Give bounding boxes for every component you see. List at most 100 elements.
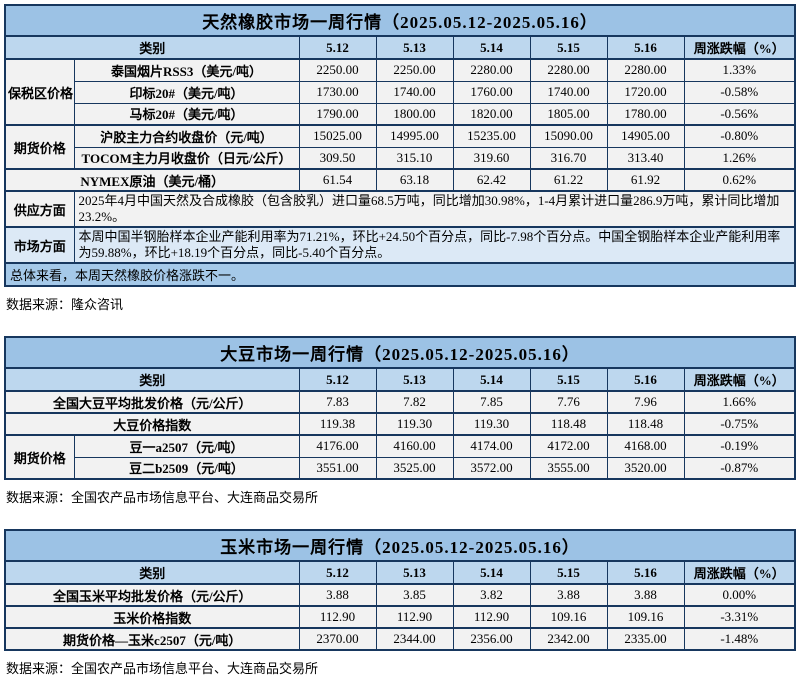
change-cell: -0.80%	[683, 124, 796, 148]
col-header-date: 5.15	[529, 560, 608, 585]
value-cell: 118.48	[529, 412, 608, 436]
soybean-market-section: 大豆市场一周行情（2025.05.12-2025.05.16） 类别 5.12 5.…	[4, 336, 797, 506]
col-header-category: 类别	[4, 560, 300, 585]
value-cell: 1780.00	[606, 102, 685, 126]
table-title-row: 玉米市场一周行情（2025.05.12-2025.05.16）	[4, 529, 796, 562]
value-cell: 316.70	[529, 146, 608, 170]
table-row: 保税区价格 泰国烟片RSS3（美元/吨） 2250.00 2250.00 2280.00…	[4, 58, 796, 126]
col-header-date: 5.15	[529, 367, 608, 392]
value-cell: 1740.00	[529, 80, 608, 104]
row-group-label: 期货价格	[4, 434, 75, 480]
value-cell: 7.76	[529, 390, 608, 414]
value-cell: 1790.00	[298, 102, 377, 126]
value-cell: 4160.00	[375, 434, 454, 458]
row-label: 期货价格—玉米c2507（元/吨）	[4, 627, 300, 651]
value-cell: 63.18	[375, 168, 454, 192]
corn-market-table: 玉米市场一周行情（2025.05.12-2025.05.16） 类别 5.12 5.…	[4, 529, 797, 651]
value-cell: 7.82	[375, 390, 454, 414]
value-cell: 7.96	[606, 390, 685, 414]
change-cell: 1.26%	[683, 146, 796, 170]
value-cell: 118.48	[606, 412, 685, 436]
table-title: 玉米市场一周行情（2025.05.12-2025.05.16）	[4, 529, 796, 562]
col-header-change: 周涨跌幅（%）	[683, 560, 796, 585]
row-label: 玉米价格指数	[4, 605, 300, 629]
corn-market-section: 玉米市场一周行情（2025.05.12-2025.05.16） 类别 5.12 5.…	[4, 529, 797, 677]
value-cell: 15090.00	[529, 124, 608, 148]
col-header-date: 5.13	[375, 560, 454, 585]
change-cell: -0.75%	[683, 412, 796, 436]
col-header-category: 类别	[4, 35, 300, 60]
value-cell: 7.83	[298, 390, 377, 414]
col-header-change: 周涨跌幅（%）	[683, 367, 796, 392]
table-row: 马标20#（美元/吨） 1790.00 1800.00 1820.00 1805.00 1…	[5, 102, 796, 126]
col-header-date: 5.12	[298, 367, 377, 392]
note-text: 本周中国半钢胎样本企业产能利用率为71.21%，环比+24.50个百分点，同比-…	[73, 226, 796, 264]
table-row: 期货价格—玉米c2507（元/吨） 2370.00 2344.00 2356.00 23…	[4, 627, 796, 651]
row-label: 大豆价格指数	[4, 412, 300, 436]
col-header-date: 5.12	[298, 560, 377, 585]
change-cell: -0.19%	[683, 434, 796, 458]
row-label: 全国玉米平均批发价格（元/公斤）	[4, 583, 300, 607]
value-cell: 7.85	[452, 390, 531, 414]
value-cell: 1800.00	[375, 102, 454, 126]
change-cell: 1.33%	[683, 58, 796, 82]
value-cell: 119.30	[452, 412, 531, 436]
value-cell: 61.54	[298, 168, 377, 192]
value-cell: 109.16	[529, 605, 608, 629]
col-header-date: 5.14	[452, 35, 531, 60]
change-cell: -0.87%	[683, 456, 796, 480]
col-header-change: 周涨跌幅（%）	[683, 35, 796, 60]
value-cell: 2250.00	[298, 58, 377, 82]
col-header-date: 5.16	[606, 560, 685, 585]
change-cell: -0.56%	[683, 102, 796, 126]
change-cell: 1.66%	[683, 390, 796, 414]
value-cell: 112.90	[375, 605, 454, 629]
value-cell: 2280.00	[452, 58, 531, 82]
table-title: 大豆市场一周行情（2025.05.12-2025.05.16）	[4, 336, 796, 369]
value-cell: 3572.00	[452, 456, 531, 480]
row-label: TOCOM主力月收盘价（日元/公斤）	[73, 146, 300, 170]
table-row: 全国大豆平均批发价格（元/公斤） 7.83 7.82 7.85 7.76 7.96 1.66…	[4, 390, 796, 414]
col-header-date: 5.15	[529, 35, 608, 60]
table-row: 豆二b2509（元/吨） 3551.00 3525.00 3572.00 3555.00…	[5, 456, 796, 480]
col-header-date: 5.13	[375, 367, 454, 392]
value-cell: 309.50	[298, 146, 377, 170]
value-cell: 2250.00	[375, 58, 454, 82]
table-title: 天然橡胶市场一周行情（2025.05.12-2025.05.16）	[4, 4, 796, 37]
value-cell: 109.16	[606, 605, 685, 629]
value-cell: 112.90	[452, 605, 531, 629]
row-label: 印标20#（美元/吨）	[73, 80, 300, 104]
note-label: 市场方面	[4, 226, 75, 264]
col-header-date: 5.16	[606, 367, 685, 392]
value-cell: 1805.00	[529, 102, 608, 126]
summary-text: 总体来看，本周天然橡胶价格涨跌不一。	[4, 262, 796, 287]
note-row: 市场方面 本周中国半钢胎样本企业产能利用率为71.21%，环比+24.50个百分点…	[4, 226, 796, 264]
row-label: NYMEX原油（美元/桶）	[4, 168, 300, 192]
value-cell: 15235.00	[452, 124, 531, 148]
row-group-label: 保税区价格	[4, 58, 75, 126]
table-row: 玉米价格指数 112.90 112.90 112.90 109.16 109.16 -3.3…	[4, 605, 796, 629]
value-cell: 61.92	[606, 168, 685, 192]
row-label: 马标20#（美元/吨）	[73, 102, 300, 126]
table-row: TOCOM主力月收盘价（日元/公斤） 309.50 315.10 319.60 316.…	[5, 146, 796, 170]
row-group-label: 期货价格	[4, 124, 75, 170]
value-cell: 3.88	[298, 583, 377, 607]
col-header-date: 5.13	[375, 35, 454, 60]
value-cell: 2280.00	[529, 58, 608, 82]
value-cell: 319.60	[452, 146, 531, 170]
data-source: 数据来源：全国农产品市场信息平台、大连商品交易所	[6, 661, 319, 676]
value-cell: 2344.00	[375, 627, 454, 651]
value-cell: 3.88	[606, 583, 685, 607]
value-cell: 3551.00	[298, 456, 377, 480]
value-cell: 1820.00	[452, 102, 531, 126]
value-cell: 119.38	[298, 412, 377, 436]
col-header-date: 5.16	[606, 35, 685, 60]
note-text: 2025年4月中国天然及合成橡胶（包含胶乳）进口量68.5万吨，同比增加30.9…	[73, 190, 796, 228]
table-row: 期货价格 豆一a2507（元/吨） 4176.00 4160.00 4174.00 417…	[4, 434, 796, 480]
table-title-row: 大豆市场一周行情（2025.05.12-2025.05.16）	[4, 336, 796, 369]
value-cell: 3525.00	[375, 456, 454, 480]
value-cell: 62.42	[452, 168, 531, 192]
value-cell: 3.88	[529, 583, 608, 607]
note-row: 供应方面 2025年4月中国天然及合成橡胶（包含胶乳）进口量68.5万吨，同比增加…	[4, 190, 796, 228]
value-cell: 112.90	[298, 605, 377, 629]
